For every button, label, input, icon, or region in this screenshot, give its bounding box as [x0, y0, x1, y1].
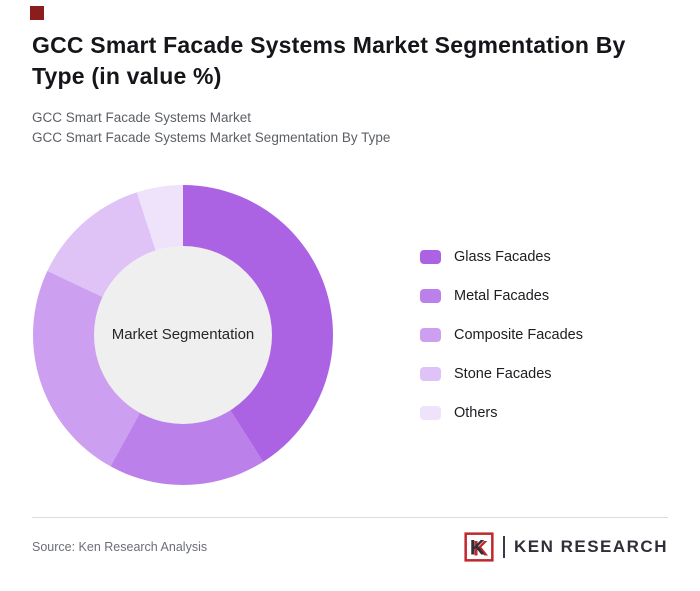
subtitle-block: GCC Smart Facade Systems Market GCC Smar… — [32, 108, 668, 149]
ken-research-logo-mark-icon: K K — [464, 532, 495, 562]
legend: Glass Facades Metal Facades Composite Faca… — [420, 249, 583, 421]
subtitle-segmentation: GCC Smart Facade Systems Market Segmenta… — [32, 130, 391, 146]
legend-swatch — [420, 249, 441, 264]
legend-label: Composite Facades — [454, 326, 583, 343]
legend-label: Glass Facades — [454, 248, 551, 265]
source-note: Source: Ken Research Analysis — [32, 540, 208, 554]
legend-label: Metal Facades — [454, 287, 550, 304]
legend-item: Others — [420, 405, 583, 421]
donut-hole: Market Segmentation — [94, 245, 272, 424]
legend-item: Composite Facades — [420, 327, 583, 343]
ken-research-logo: K K KEN RESEARCH — [464, 532, 668, 562]
logo-divider — [503, 536, 505, 558]
donut-chart: Market Segmentation — [33, 184, 333, 485]
legend-label: Others — [454, 404, 498, 421]
svg-text:K: K — [474, 537, 489, 560]
page-title: GCC Smart Facade Systems Market Segmenta… — [32, 32, 626, 89]
logo-text: KEN RESEARCH — [513, 537, 668, 556]
legend-item: Stone Facades — [420, 366, 583, 382]
donut-center-label: Market Segmentation — [111, 326, 255, 344]
legend-item: Metal Facades — [420, 288, 583, 304]
legend-label: Stone Facades — [454, 365, 552, 382]
svg-text:K: K — [470, 537, 485, 560]
legend-swatch — [420, 366, 441, 381]
brand-mark — [30, 6, 44, 20]
footer: Source: Ken Research Analysis K K KEN RE… — [32, 517, 668, 562]
legend-swatch — [420, 327, 441, 342]
subtitle-market: GCC Smart Facade Systems Market — [32, 110, 252, 126]
legend-swatch — [420, 288, 441, 303]
legend-swatch — [420, 405, 441, 420]
chart-area: Market Segmentation Glass Facades Metal F… — [33, 184, 700, 485]
legend-item: Glass Facades — [420, 249, 583, 265]
